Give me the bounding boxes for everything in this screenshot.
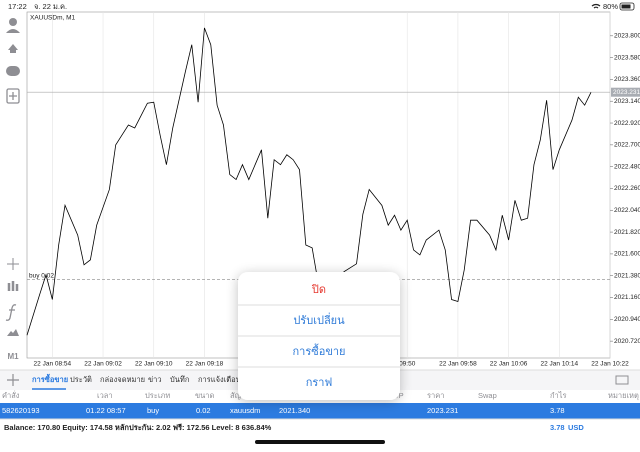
x-tick-label: 22 Jan 10:06: [490, 361, 528, 368]
order-label: buy 0.02: [29, 272, 54, 279]
selected-row[interactable]: [0, 403, 640, 419]
chat-icon[interactable]: [6, 66, 20, 76]
cell: 2021.340: [279, 406, 310, 415]
price-line-series: [26, 27, 592, 336]
column-header: กำไร: [550, 391, 567, 400]
price-label: 2023.231: [613, 89, 640, 96]
objects-icon[interactable]: [7, 329, 19, 336]
x-tick-label: 22 Jan 09:58: [439, 361, 477, 368]
battery-text: 80%: [603, 2, 618, 11]
tab[interactable]: ประวัติ: [70, 375, 92, 384]
column-header: ประเภท: [145, 391, 170, 400]
y-tick-label: 2022.040: [614, 207, 640, 214]
y-tick-label: 2021.820: [614, 229, 640, 236]
column-header: คำสั่ง: [2, 390, 20, 400]
price-label-bg: [611, 87, 640, 97]
column-header: เวลา: [97, 391, 113, 400]
menu-item[interactable]: ปรับเปลี่ยน: [293, 312, 345, 327]
x-tick-label: 22 Jan 10:14: [541, 361, 579, 368]
cell: xauusdm: [230, 406, 260, 415]
menu-item[interactable]: การซื้อขาย: [293, 343, 346, 358]
chart-title: XAUUSDm, M1: [30, 15, 76, 22]
popup-menu: ปิด ปรับเปลี่ยน การซื้อขาย กราฟ: [238, 272, 400, 400]
y-tick-label: 2022.920: [614, 120, 640, 127]
menu-item[interactable]: กราฟ: [306, 377, 333, 389]
home-indicator: [255, 440, 385, 444]
timeframe[interactable]: M1: [7, 352, 19, 361]
wifi-icon: [591, 3, 601, 9]
indicator-icon[interactable]: [7, 281, 19, 291]
crosshair-icon[interactable]: [7, 258, 19, 270]
function-icon[interactable]: [5, 304, 17, 321]
y-tick-label: 2021.160: [614, 294, 640, 301]
y-tick-label: 2022.480: [614, 163, 640, 170]
x-tick-label: 22 Jan 09:02: [84, 361, 122, 368]
x-tick-label: 22 Jan 10:22: [591, 361, 629, 368]
menu-item[interactable]: ปิด: [311, 284, 326, 296]
layout-icon[interactable]: [615, 375, 629, 385]
account-icon[interactable]: [9, 18, 17, 26]
cell: 582620193: [2, 406, 40, 415]
column-header: Swap: [478, 391, 497, 400]
cell: 0.02: [196, 406, 211, 415]
column-header: ขนาด: [195, 391, 214, 400]
status-time: 17:22: [8, 2, 27, 11]
x-tick-label: 09:50: [399, 361, 416, 368]
column-header: ราคา: [427, 391, 444, 400]
y-tick-label: 2023.800: [614, 33, 640, 40]
tabs: การซื้อขาย ประวัติ กล่องจดหมาย ข่าว บันทึก กา…: [32, 373, 241, 390]
tab[interactable]: บันทึก: [170, 375, 189, 384]
x-tick-label: 22 Jan 08:54: [34, 361, 72, 368]
table-row: 582620193 01.22 08:57 buy 0.02 xauusdm 2…: [2, 406, 565, 415]
left-toolbar: M1: [5, 18, 20, 361]
y-tick-label: 2020.720: [614, 338, 640, 345]
add-icon[interactable]: [7, 374, 19, 386]
trade-icon[interactable]: [8, 44, 18, 53]
y-tick-label: 2023.580: [614, 54, 640, 61]
account-icon-body: [6, 29, 20, 33]
cell: 01.22 08:57: [86, 406, 126, 415]
cell: buy: [147, 406, 159, 415]
tab[interactable]: ข่าว: [148, 375, 162, 384]
y-tick-label: 2023.360: [614, 76, 640, 83]
total-profit: 3.78: [550, 423, 565, 432]
x-tick-label: 22 Jan 09:10: [135, 361, 173, 368]
y-tick-label: 2020.940: [614, 316, 640, 323]
y-tick-label: 2023.140: [614, 98, 640, 105]
tab[interactable]: กล่องจดหมาย: [100, 375, 145, 384]
status-date: จ. 22 ม.ค.: [34, 2, 67, 11]
cell: 3.78: [550, 406, 565, 415]
cell: 2023.231: [427, 406, 458, 415]
tab[interactable]: การซื้อขาย: [32, 373, 68, 384]
chart: 22 Jan 08:54 22 Jan 09:02 22 Jan 09:10 22 J…: [26, 12, 640, 368]
y-tick-label: 2022.700: [614, 142, 640, 149]
y-tick-label: 2021.380: [614, 272, 640, 279]
column-header: หมายเหตุ: [608, 391, 639, 400]
x-tick-label: 22 Jan 09:18: [186, 361, 224, 368]
tab[interactable]: การแจ้งเตือน: [198, 375, 241, 384]
battery-level: [621, 4, 631, 9]
battery-icon: [619, 2, 635, 11]
account-summary: Balance: 170.80 Equity: 174.58 หลักประกั…: [4, 423, 272, 432]
new-order-icon[interactable]: [6, 88, 20, 104]
y-tick-label: 2021.600: [614, 251, 640, 258]
new-order-plus: [9, 92, 17, 100]
currency: USD: [568, 423, 584, 432]
y-tick-label: 2022.260: [614, 185, 640, 192]
